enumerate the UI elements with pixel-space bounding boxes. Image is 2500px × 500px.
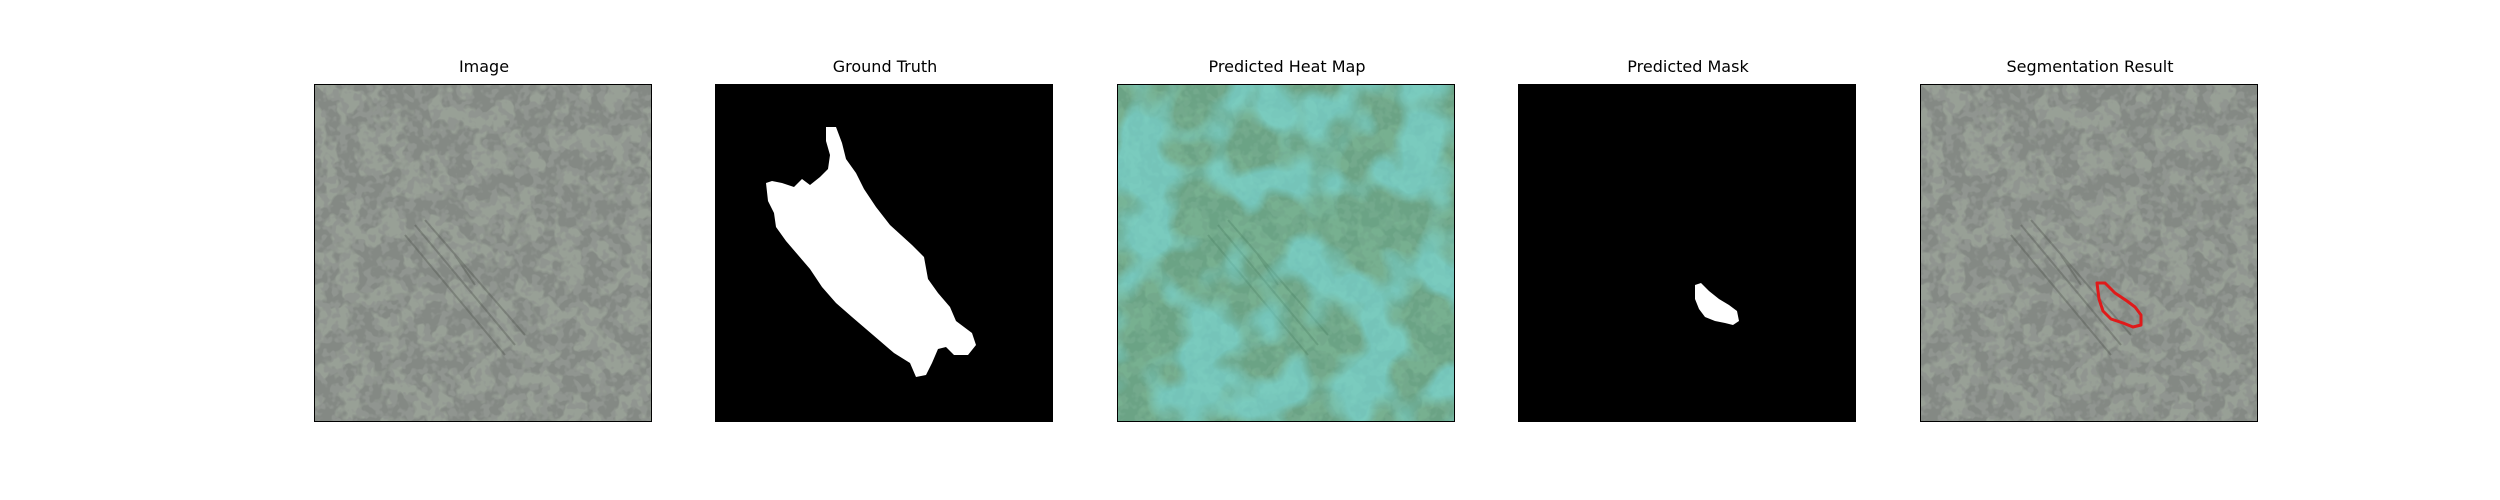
panel-title: Predicted Heat Map <box>1208 57 1366 76</box>
segmentation-contour <box>2095 281 2143 329</box>
predicted-region <box>1695 283 1739 325</box>
segmentation-result-image <box>1920 84 2258 422</box>
ground-truth-mask <box>715 84 1053 422</box>
heat-map-overlay <box>1117 84 1455 422</box>
panel-title: Image <box>458 57 510 76</box>
panel-title: Predicted Mask <box>1627 57 1749 76</box>
predicted-mask <box>1518 84 1856 422</box>
panel-title: Ground Truth <box>832 57 938 76</box>
panel-title: Segmentation Result <box>2006 57 2174 76</box>
ground-truth-region <box>766 127 976 377</box>
aerial-image <box>314 84 652 422</box>
